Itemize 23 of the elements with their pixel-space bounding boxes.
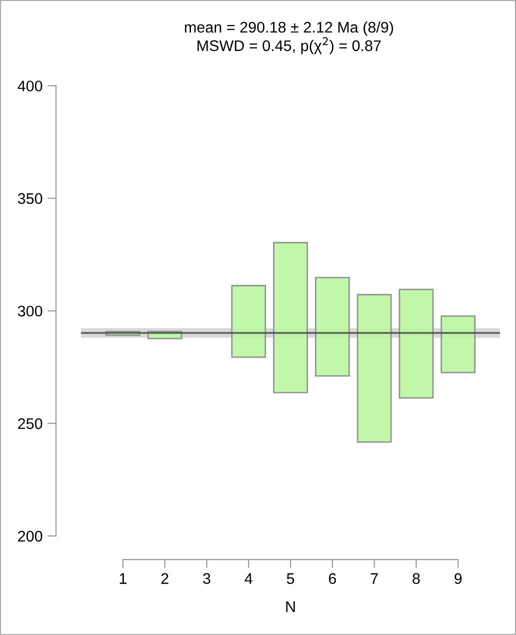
bar [314, 276, 350, 377]
y-tick-label: 200 [18, 530, 42, 542]
x-tick-label: 1 [120, 573, 126, 584]
x-tick-label: 6 [328, 573, 336, 584]
y-tick-label: 350 [18, 193, 42, 204]
bar [356, 294, 392, 443]
chart-title: mean = 290.18 ± 2.12 Ma (8/9) [184, 21, 394, 36]
y-tick-label: 250 [18, 418, 42, 430]
x-axis-title: N [286, 601, 295, 612]
x-tick-label: 4 [244, 573, 252, 584]
bar [231, 284, 266, 358]
x-tick-label: 5 [286, 573, 294, 584]
y-tick-label: 400 [18, 80, 42, 92]
bar [273, 242, 308, 394]
x-tick-label: 7 [370, 573, 378, 584]
x-tick-label: 2 [161, 573, 168, 584]
bar [398, 288, 434, 399]
x-tick-label: 9 [454, 573, 462, 584]
bar [440, 315, 476, 374]
chart-subtitle: MSWD = 0.45, p(χ$^{2}$) = 0.87 [198, 37, 381, 54]
y-tick-label: 300 [18, 306, 42, 317]
x-tick-label: 8 [412, 573, 420, 584]
x-tick-label: 3 [203, 573, 210, 584]
